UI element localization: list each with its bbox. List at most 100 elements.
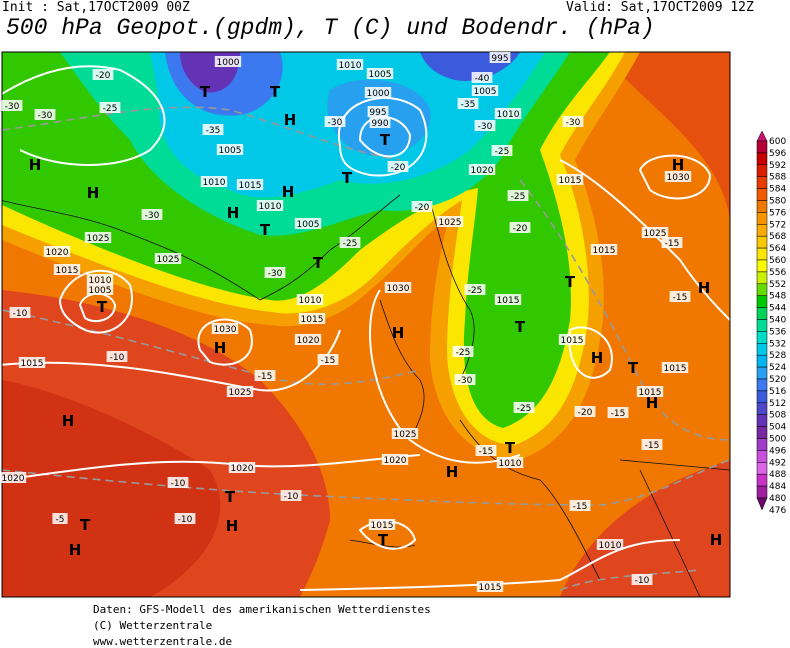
label-box	[226, 386, 254, 397]
label-box	[84, 232, 112, 243]
colorbar-swatch	[756, 200, 768, 213]
contour-label: 1020	[2, 474, 25, 484]
pressure-center: H	[29, 156, 42, 174]
label-box	[0, 472, 27, 483]
pressure-center: T	[270, 83, 281, 101]
contour-label: -10	[13, 309, 28, 319]
pressure-center: H	[446, 463, 459, 481]
label-box	[641, 227, 669, 238]
contour-label: -10	[110, 353, 125, 363]
colorbar-label: 504	[769, 423, 786, 433]
colorbar-swatch	[756, 319, 768, 332]
label-box	[214, 56, 242, 67]
contour-label: 1015	[56, 266, 79, 276]
label-box	[369, 117, 391, 128]
pressure-center: H	[392, 324, 405, 342]
label-box	[596, 539, 624, 550]
colorbar-label: 520	[769, 375, 786, 385]
label-box	[636, 386, 664, 397]
contour-label: 1020	[471, 166, 494, 176]
colorbar-swatch	[756, 390, 768, 404]
pressure-center: T	[225, 488, 236, 506]
label-box	[457, 98, 479, 109]
pressure-center: H	[710, 531, 723, 549]
label-box	[264, 267, 286, 278]
contour-label: 1005	[474, 87, 497, 97]
colorbar-swatch	[756, 378, 768, 392]
contour-label: 1015	[639, 388, 662, 398]
contour-label: -30	[38, 111, 53, 121]
contour-label: -25	[517, 404, 532, 414]
colorbar-label: 532	[769, 339, 786, 349]
contour-label: 1010	[499, 459, 522, 469]
contour-label: -30	[328, 118, 343, 128]
contour-label: 1000	[367, 89, 390, 99]
label-box	[9, 307, 31, 318]
contour-label: 1025	[644, 229, 667, 239]
label-box	[464, 284, 486, 295]
pressure-center: H	[62, 412, 75, 430]
colorbar-label: 500	[769, 435, 786, 445]
contour-label: 1010	[339, 61, 362, 71]
label-box	[562, 116, 584, 127]
contour-label: 1015	[593, 246, 616, 256]
contour-label: -15	[479, 447, 494, 457]
contour-label: 1015	[479, 583, 502, 593]
colorbar-swatch	[756, 343, 768, 356]
label-box	[254, 370, 276, 381]
contour-label: 1015	[664, 364, 687, 374]
pressure-center: T	[378, 531, 389, 549]
contour-label: -25	[468, 286, 483, 296]
colorbar-label: 600	[769, 137, 786, 147]
pressure-center: T	[342, 169, 353, 187]
colorbar-cap	[756, 130, 768, 142]
label-box	[43, 246, 71, 257]
contour-label: -30	[566, 118, 581, 128]
label-box	[317, 354, 339, 365]
colorbar-swatch	[756, 473, 768, 487]
colorbar-label: 492	[769, 458, 786, 468]
colorbar-swatch	[756, 485, 768, 499]
valid-time: Valid: Sat,17OCT2009 12Z	[566, 0, 754, 15]
label-box	[387, 161, 409, 172]
colorbar-label: 596	[769, 149, 786, 159]
colorbar-swatch	[756, 402, 768, 415]
colorbar-swatch	[756, 176, 768, 189]
label-box	[411, 201, 433, 212]
label-box	[468, 164, 496, 175]
colorbar-swatch	[756, 450, 768, 463]
warm-core	[2, 380, 221, 597]
colorbar-label: 560	[769, 256, 786, 266]
label-box	[491, 145, 513, 156]
contour-label: -15	[573, 502, 588, 512]
contour-label: 990	[371, 119, 388, 129]
label-box	[607, 407, 629, 418]
label-box	[53, 264, 81, 275]
map-title: 500 hPa Geopot.(gpdm), T (C) und Bodendr…	[6, 15, 655, 41]
contour-label: 1010	[203, 178, 226, 188]
colorbar-cap	[756, 497, 768, 511]
colorbar-label: 480	[769, 494, 786, 504]
colorbar-swatch	[756, 307, 768, 320]
pressure-center: H	[282, 183, 295, 201]
colorbar-label: 536	[769, 327, 786, 337]
label-box	[381, 454, 409, 465]
colorbar-label: 516	[769, 387, 786, 397]
colorbar-swatch	[756, 295, 768, 308]
pressure-center: T	[505, 439, 516, 457]
pressure-center: H	[591, 349, 604, 367]
colorbar-swatch	[756, 354, 768, 368]
label-box	[474, 120, 496, 131]
footer-line: (C) Wetterzentrale	[93, 619, 213, 632]
contour-label: -25	[456, 348, 471, 358]
colorbar-swatch	[756, 414, 768, 427]
contour-label: 1020	[384, 456, 407, 466]
colorbar-swatch	[756, 271, 768, 285]
label-box	[590, 244, 618, 255]
contour-label: -30	[478, 122, 493, 132]
colorbar-label: 568	[769, 232, 786, 242]
contour-label: -30	[268, 269, 283, 279]
contour-label: -20	[578, 408, 593, 418]
contour-label: 995	[491, 54, 508, 64]
contour-label: 1015	[21, 359, 44, 369]
